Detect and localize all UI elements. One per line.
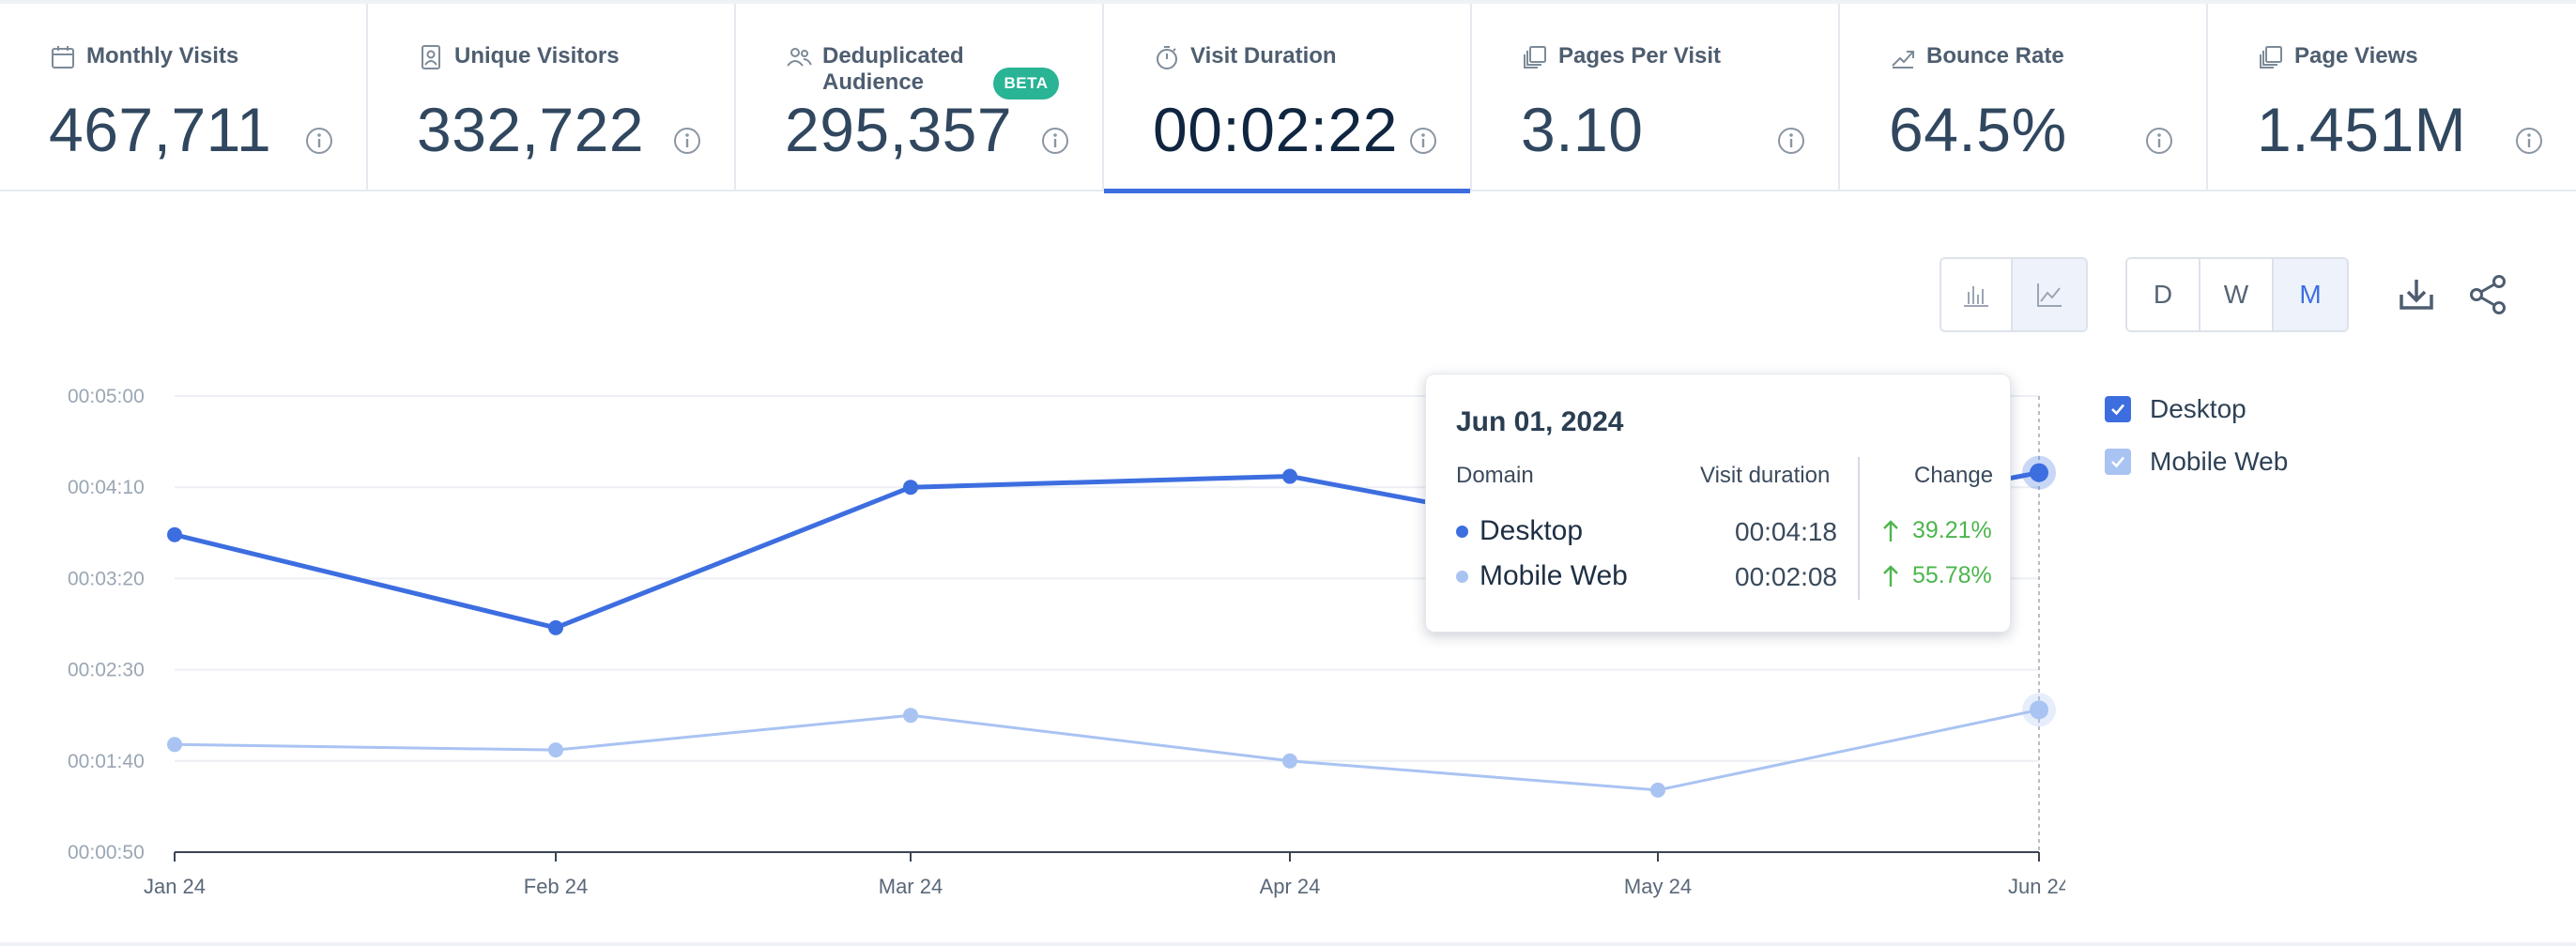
metric-monthly-visits[interactable]: Monthly Visits 467,711 (0, 4, 368, 191)
metric-tabs: Monthly Visits 467,711 Unique Visitors 3… (0, 4, 2576, 193)
x-tick-label: Mar 24 (879, 875, 943, 898)
users-icon (787, 48, 812, 67)
y-tick-label: 00:04:10 (68, 477, 145, 498)
metric-label: Bounce Rate (1926, 43, 2064, 69)
chart-legend: Desktop Mobile Web (2105, 383, 2288, 488)
info-icon[interactable] (1776, 126, 1806, 156)
chart-tooltip: Jun 01, 2024 Domain Visit duration Chang… (1425, 374, 2011, 633)
metric-label: Deduplicated Audience (822, 43, 964, 95)
pages-icon (2260, 46, 2282, 69)
metric-deduplicated-audience[interactable]: Deduplicated Audience 295,357 (736, 4, 1104, 191)
tooltip-duration: 00:02:08 (1735, 562, 1837, 591)
data-point (2030, 463, 2048, 482)
arrow-up-icon (1883, 564, 1898, 587)
data-point (903, 480, 918, 496)
metric-pages-per-visit[interactable]: Pages Per Visit 3.10 (1472, 4, 1840, 191)
y-tick-label: 00:00:50 (68, 842, 145, 863)
chart-type-toggle (1940, 257, 2088, 332)
data-point (1282, 753, 1297, 769)
id-badge-icon (422, 45, 440, 69)
info-icon[interactable] (1040, 126, 1070, 156)
x-tick-label: Feb 24 (524, 875, 589, 898)
metric-value: 3.10 (1521, 95, 1644, 164)
tooltip-row-mobile-web: Mobile Web (1456, 560, 1628, 592)
metric-value: 64.5% (1889, 95, 2067, 164)
checkbox-checked-icon[interactable] (2105, 449, 2131, 475)
legend-item-desktop[interactable]: Desktop (2105, 383, 2288, 435)
tooltip-divider (1858, 457, 1860, 600)
pages-icon (1524, 46, 1546, 69)
legend-label: Mobile Web (2150, 447, 2289, 476)
tooltip-date: Jun 01, 2024 (1456, 406, 1624, 437)
metric-label: Unique Visitors (454, 43, 620, 69)
granularity-day-button[interactable]: D (2127, 259, 2200, 330)
tooltip-header-duration: Visit duration (1700, 463, 1831, 488)
info-icon[interactable] (1408, 126, 1438, 156)
series-line-mobile-web (174, 708, 2040, 792)
calendar-icon (52, 46, 74, 69)
tooltip-header-domain: Domain (1456, 463, 1534, 488)
y-tick-label: 00:03:20 (68, 568, 145, 589)
info-icon[interactable] (2144, 126, 2174, 156)
y-tick-label: 00:05:00 (68, 386, 145, 407)
bar-chart-button[interactable] (1941, 259, 2013, 330)
granularity-week-button[interactable]: W (2200, 259, 2274, 330)
metric-value: 295,357 (785, 95, 1013, 164)
metric-label: Pages Per Visit (1558, 43, 1721, 69)
metric-label: Page Views (2294, 43, 2418, 69)
legend-item-mobile-web[interactable]: Mobile Web (2105, 435, 2288, 488)
data-point (903, 708, 918, 724)
x-tick-label: Jan 24 (144, 875, 206, 898)
y-tick-label: 00:02:30 (68, 660, 145, 681)
checkbox-checked-icon[interactable] (2105, 396, 2131, 422)
trend-icon (1892, 51, 1914, 69)
x-tick-label: Jun 24 (2008, 875, 2065, 898)
metric-bounce-rate[interactable]: Bounce Rate 64.5% (1840, 4, 2208, 191)
data-point (167, 526, 182, 542)
line-chart-button[interactable] (2013, 259, 2086, 330)
line-chart-icon (2037, 283, 2062, 307)
series-dot-icon (1456, 570, 1468, 583)
metric-label: Monthly Visits (86, 43, 239, 69)
metric-page-views[interactable]: Page Views 1.451M (2208, 4, 2576, 191)
tooltip-domain-name: Desktop (1480, 515, 1584, 546)
tooltip-row-desktop: Desktop (1456, 515, 1583, 547)
tooltip-change: 39.21% (1880, 517, 1992, 544)
granularity-toggle: D W M (2125, 257, 2349, 332)
data-point (1650, 782, 1665, 798)
tooltip-domain-name: Mobile Web (1480, 560, 1628, 591)
tooltip-duration: 00:04:18 (1735, 517, 1837, 546)
metric-value: 00:02:22 (1153, 95, 1398, 164)
series-dot-icon (1456, 525, 1468, 538)
metric-label: Visit Duration (1190, 43, 1337, 69)
data-point (548, 742, 563, 758)
granularity-month-button[interactable]: M (2274, 259, 2347, 330)
metric-value: 332,722 (417, 95, 645, 164)
info-icon[interactable] (2514, 126, 2544, 156)
download-icon[interactable] (2394, 272, 2439, 317)
metric-visit-duration[interactable]: Visit Duration 00:02:22 (1104, 4, 1472, 193)
bar-chart-icon (1964, 286, 1988, 307)
info-icon[interactable] (304, 126, 334, 156)
data-point (548, 619, 563, 635)
info-icon[interactable] (672, 126, 702, 156)
legend-label: Desktop (2150, 394, 2246, 423)
tooltip-header-change: Change (1914, 463, 1994, 488)
arrow-up-icon (1883, 519, 1898, 542)
data-point (167, 737, 182, 753)
y-tick-label: 00:01:40 (68, 751, 145, 772)
x-tick-label: May 24 (1624, 875, 1692, 898)
share-icon[interactable] (2465, 272, 2510, 317)
metric-value: 1.451M (2257, 95, 2467, 164)
tooltip-change: 55.78% (1880, 562, 1992, 589)
data-point (2030, 700, 2048, 720)
x-tick-label: Apr 24 (1260, 875, 1321, 898)
beta-badge: BETA (993, 68, 1059, 99)
data-point (1282, 468, 1297, 484)
stopwatch-icon (1157, 46, 1177, 69)
metric-value: 467,711 (49, 95, 272, 164)
metric-unique-visitors[interactable]: Unique Visitors 332,722 (368, 4, 736, 191)
